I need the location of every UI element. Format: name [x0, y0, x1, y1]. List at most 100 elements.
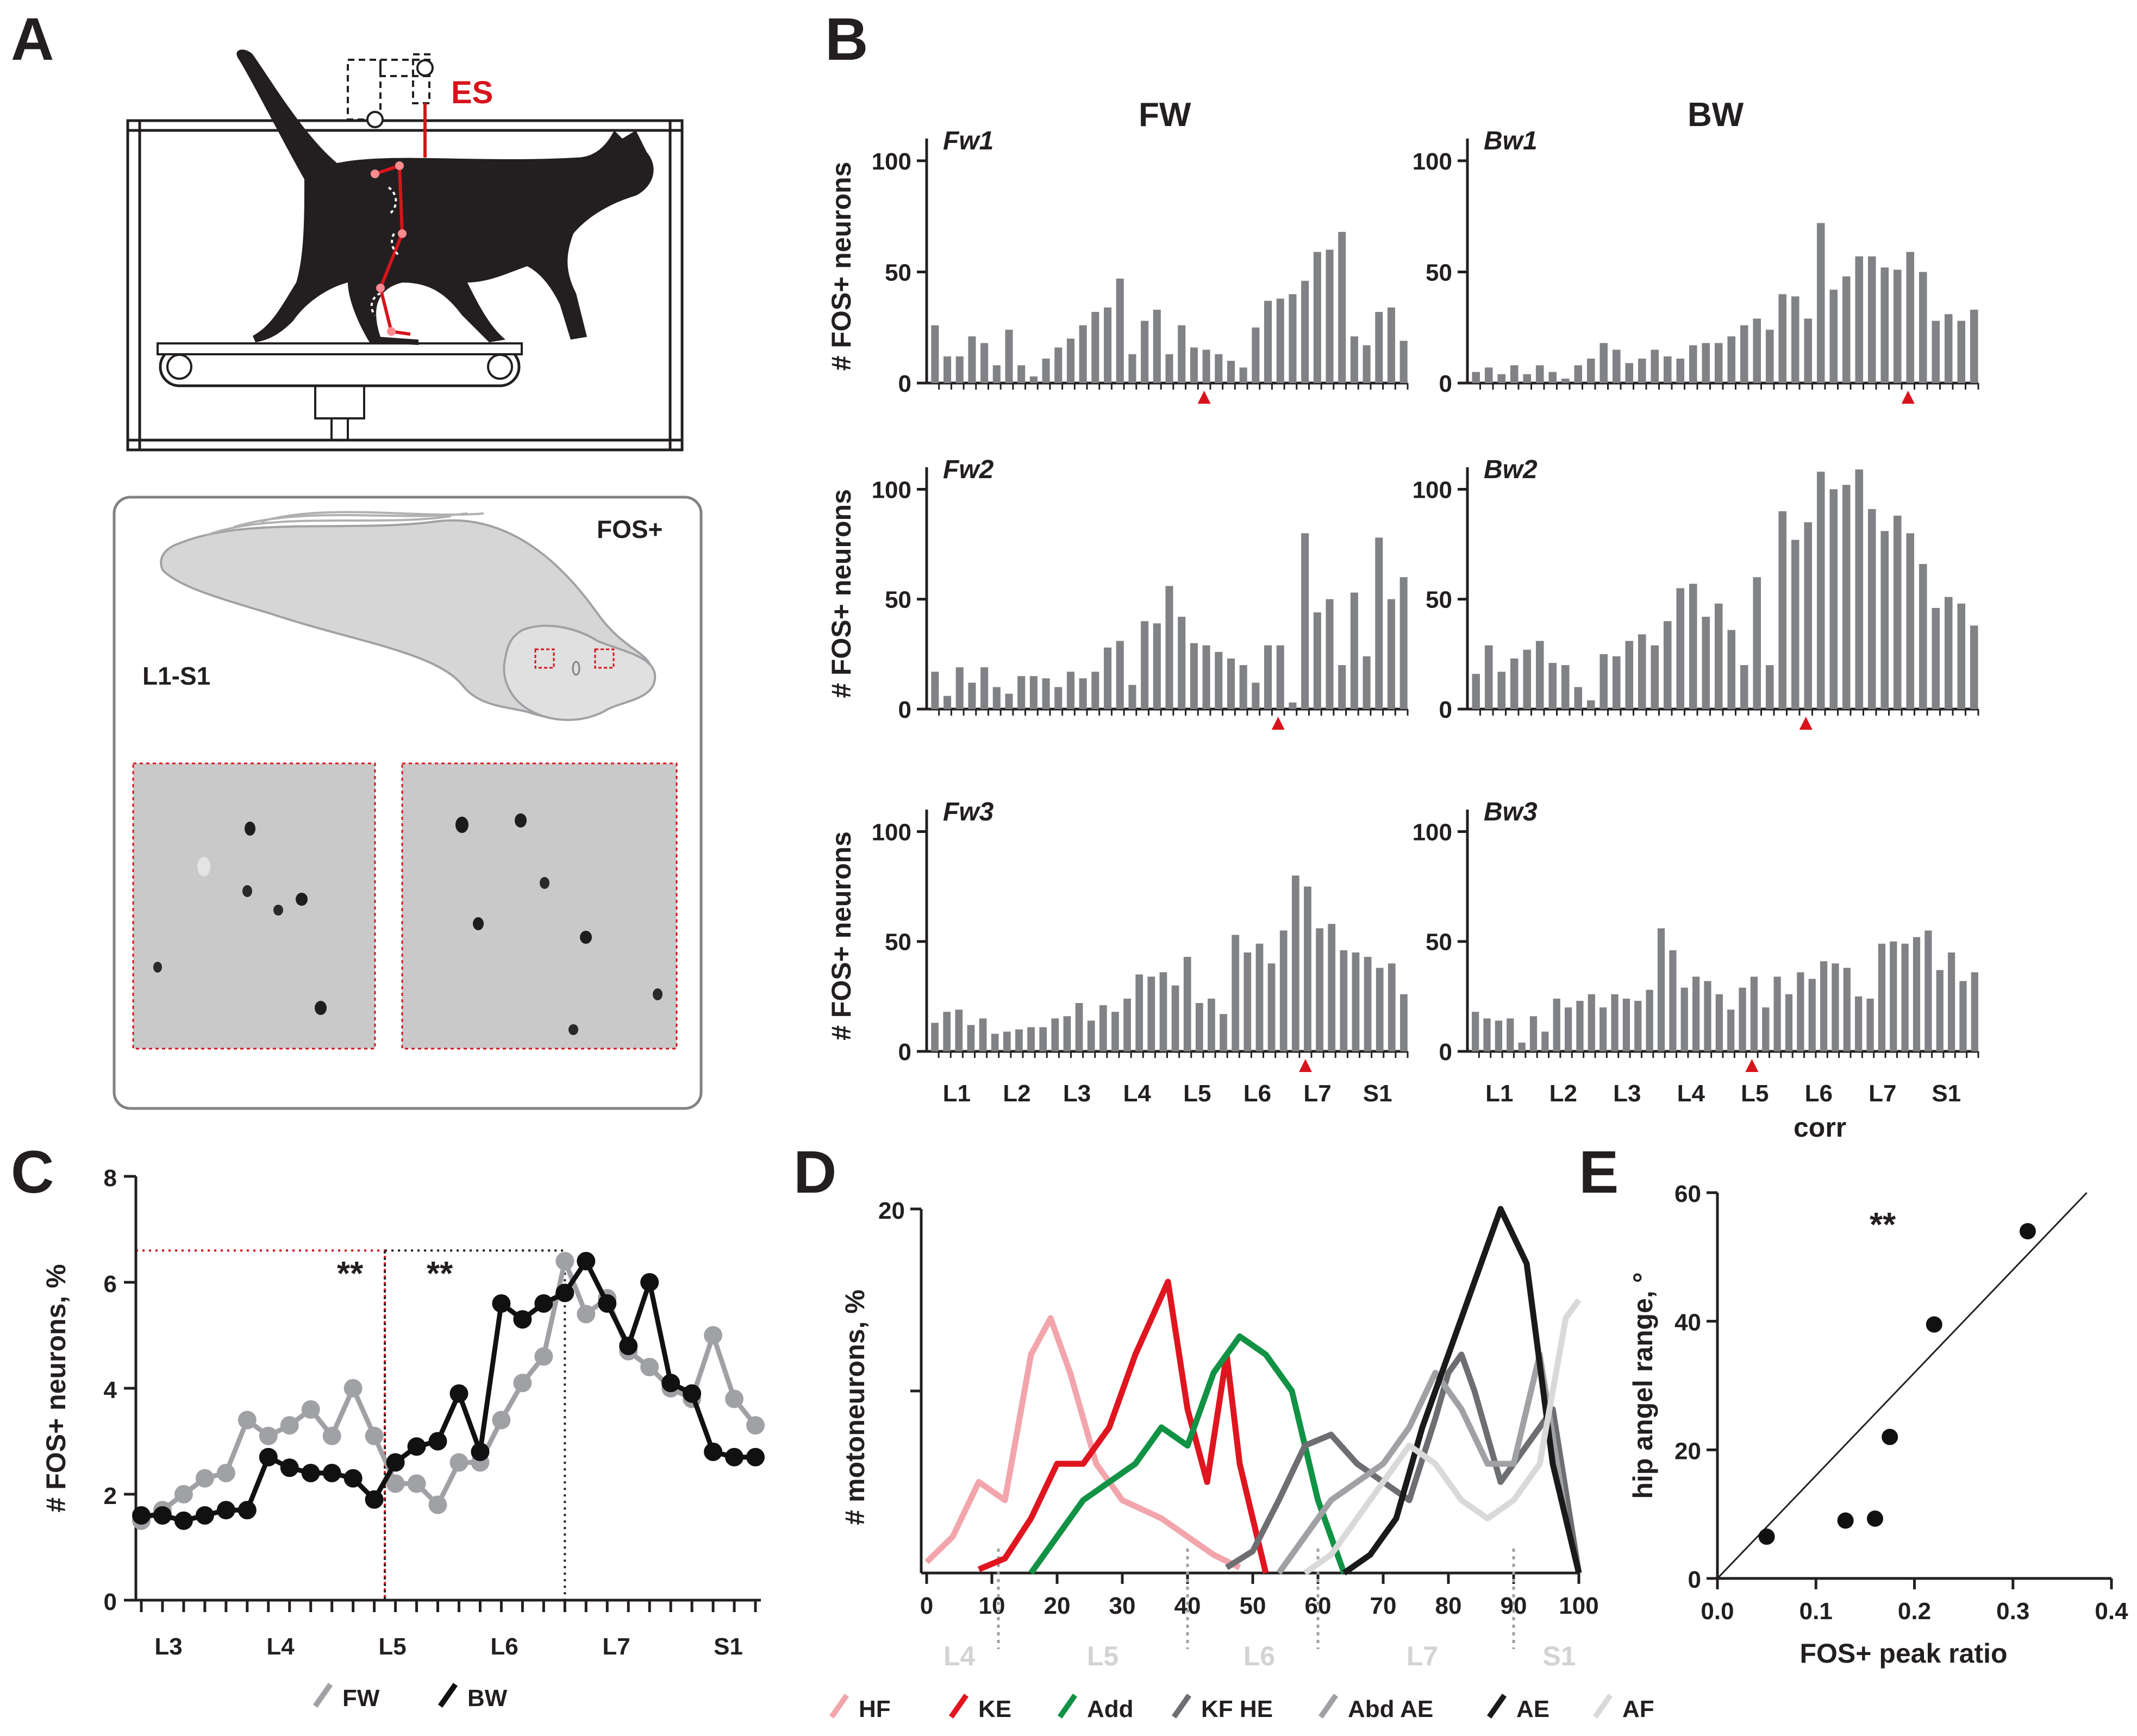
- bar: [979, 1018, 987, 1051]
- bar: [1971, 972, 1978, 1051]
- point-bw: [725, 1447, 744, 1466]
- bar: [980, 343, 989, 383]
- x-tick-label: 30: [1109, 1593, 1136, 1619]
- subtitle: Fw2: [943, 455, 994, 484]
- segment-label: S1: [1363, 1080, 1392, 1107]
- legend-label: AF: [1622, 1696, 1654, 1722]
- bar: [967, 1025, 975, 1051]
- legend-label: HF: [859, 1696, 891, 1722]
- bar: [1529, 1016, 1538, 1051]
- bar: [1586, 359, 1595, 383]
- bar: [1625, 641, 1634, 709]
- bar-chart-fw2: 0 50 100 Fw2 # FOS+ neurons: [826, 455, 1409, 730]
- bar: [1634, 1000, 1642, 1051]
- bar: [1340, 950, 1348, 1051]
- bar: [1561, 665, 1570, 709]
- point-fw: [428, 1495, 447, 1514]
- bar: [1773, 976, 1781, 1051]
- point-fw: [216, 1464, 235, 1482]
- bar: [943, 356, 952, 383]
- peak-marker: [1799, 717, 1813, 730]
- bar: [1338, 665, 1346, 709]
- y-tick-label: 2: [104, 1483, 117, 1509]
- peak-marker: [1298, 1059, 1312, 1072]
- bar: [1919, 564, 1927, 709]
- bar: [1484, 367, 1493, 383]
- panel-label-a: A: [11, 6, 54, 73]
- point-bw: [259, 1447, 278, 1466]
- peak-marker: [1271, 717, 1285, 730]
- bar: [1352, 952, 1360, 1051]
- bar: [1740, 325, 1748, 383]
- bar: [1791, 540, 1799, 709]
- point-bw: [577, 1252, 596, 1270]
- legend-label: Add: [1087, 1696, 1134, 1722]
- y-tick-label: 8: [104, 1165, 117, 1192]
- segment-label: L2: [1549, 1080, 1577, 1107]
- bar-chart-bw3: 0 50 100 Bw3 L1 L2 L3 L4 L5 L6 L7 S1: [1413, 798, 1979, 1107]
- bar: [1104, 307, 1112, 383]
- bar: [1123, 998, 1131, 1051]
- segment-label: L7: [602, 1633, 630, 1660]
- bar: [1039, 1027, 1047, 1051]
- bar: [968, 336, 976, 383]
- bar: [1215, 651, 1223, 709]
- segment-label: L7: [1303, 1080, 1331, 1107]
- bar: [1017, 676, 1026, 709]
- bar: [1316, 928, 1323, 1051]
- scatter-point: [1926, 1316, 1942, 1333]
- point-fw: [746, 1416, 765, 1435]
- bar: [1497, 672, 1506, 709]
- bar: [1564, 1007, 1572, 1051]
- bar: [1276, 298, 1284, 383]
- y-tick-label: 0: [104, 1589, 117, 1615]
- legend-label-bw: BW: [467, 1685, 508, 1712]
- bar: [1638, 359, 1646, 383]
- bar: [1740, 665, 1748, 709]
- y-axis-label: # FOS+ neurons: [826, 162, 857, 371]
- y-axis-label: hip angel range, °: [1628, 1272, 1658, 1499]
- legend-swatch: [948, 1694, 969, 1719]
- legend-swatch: [1057, 1694, 1078, 1719]
- bar: [1855, 256, 1864, 383]
- point-bw: [746, 1447, 765, 1466]
- bar: [1472, 1012, 1479, 1051]
- bar: [1276, 645, 1284, 709]
- es-label: ES: [451, 75, 493, 110]
- y-axis-label: # motoneurons, %: [840, 1289, 870, 1525]
- fit-line: [1716, 1192, 2088, 1580]
- bar: [1714, 343, 1723, 383]
- bar: [1893, 516, 1902, 709]
- bar: [992, 687, 1001, 709]
- legend-swatch: [1486, 1694, 1507, 1719]
- point-fw: [640, 1358, 659, 1376]
- bar: [1255, 943, 1264, 1051]
- segment-label: L1: [943, 1080, 971, 1107]
- panel-a: A ES: [11, 6, 703, 1110]
- bar: [1599, 343, 1608, 383]
- segment-label: L1: [1485, 1080, 1513, 1107]
- bar: [1702, 617, 1710, 709]
- point-bw: [704, 1443, 723, 1461]
- legend-swatch: [1318, 1694, 1339, 1719]
- subtitle: Fw3: [943, 798, 994, 826]
- bar: [1375, 537, 1383, 709]
- series-line-hf: [924, 1315, 1241, 1570]
- y-tick-label: 0: [1439, 371, 1452, 397]
- point-fw: [280, 1416, 299, 1435]
- y-tick-label: 60: [1674, 1181, 1701, 1207]
- histology-image-left: [132, 762, 376, 1050]
- x-tick-label: 50: [1240, 1593, 1266, 1619]
- segment-label: L6: [1244, 1080, 1271, 1107]
- segment-label: L4: [1677, 1080, 1705, 1107]
- bar: [1599, 1007, 1607, 1051]
- bar: [1159, 972, 1167, 1051]
- cat-silhouette: [236, 49, 654, 346]
- bar: [955, 356, 964, 383]
- point-fw: [195, 1469, 214, 1488]
- bar: [1535, 365, 1544, 383]
- bar: [1704, 981, 1711, 1051]
- bar: [1063, 1016, 1071, 1051]
- bar: [1399, 341, 1408, 383]
- point-bw: [513, 1310, 532, 1329]
